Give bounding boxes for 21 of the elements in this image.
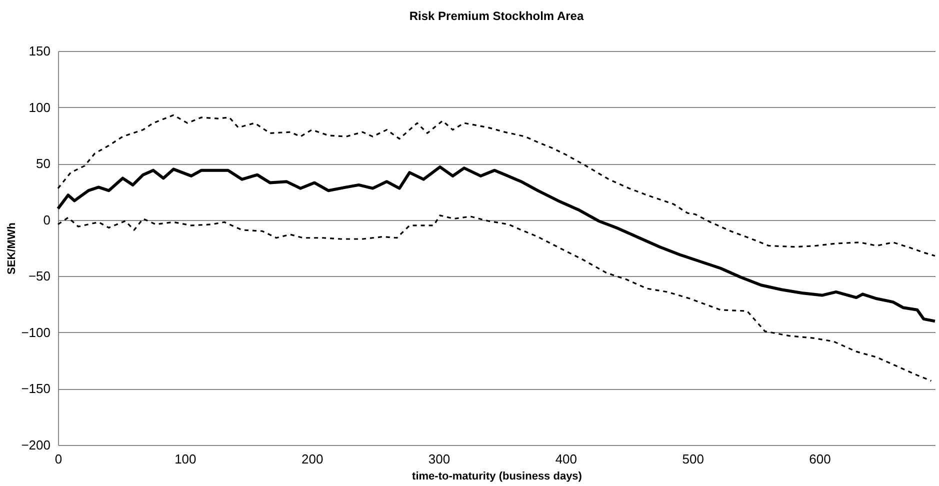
y-tick-label: −50 [28,268,50,284]
y-tick-label: 150 [28,44,50,58]
y-tick-label: −150 [21,381,50,396]
y-tick-label: −100 [21,324,50,340]
x-tick-label: 0 [54,452,62,466]
y-axis-title: SEK/MWh [6,222,18,274]
y-tick-label: 50 [36,156,50,172]
line-series [57,214,932,382]
x-tick-label: 500 [682,452,704,466]
chart-title: Risk Premium Stockholm Area [409,9,584,23]
x-tick-label: 400 [555,452,578,466]
y-tick-label: 0 [43,212,50,228]
x-tick-label: 600 [809,452,831,466]
line-series [57,114,936,257]
x-axis-title: time-to-maturity (business days) [412,470,582,482]
y-tick-label: 100 [28,100,50,115]
x-tick-label: 300 [428,452,450,466]
line-series [56,165,936,323]
y-tick-label: −200 [21,438,50,452]
x-tick-label: 200 [301,452,324,466]
x-tick-label: 100 [174,452,196,466]
